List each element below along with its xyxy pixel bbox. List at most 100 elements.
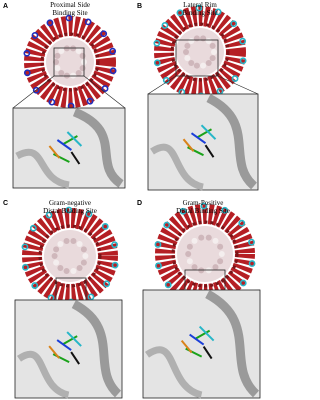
- helix: [103, 280, 111, 288]
- helix: [101, 85, 109, 92]
- ligand-atom: [54, 65, 61, 72]
- ribbon: [71, 300, 122, 398]
- residue: [197, 128, 212, 139]
- ligand-atom: [205, 38, 212, 45]
- helix: [154, 241, 162, 248]
- ligand-atom: [53, 259, 60, 266]
- helix: [84, 18, 92, 26]
- protein-ring: [154, 6, 246, 98]
- figure: A Proximal Side Binding Site B Lateral R…: [3, 1, 261, 399]
- ligand-atom: [209, 42, 216, 49]
- helix: [221, 206, 229, 214]
- helix: [153, 39, 161, 47]
- residue: [180, 339, 193, 354]
- protein-ring: [24, 16, 116, 108]
- helix: [31, 32, 39, 39]
- helix: [21, 243, 29, 251]
- residue: [70, 151, 81, 165]
- ribbon: [17, 350, 70, 399]
- helix: [100, 30, 108, 38]
- ligand-atom: [217, 258, 224, 265]
- panel-title: Binding Site: [182, 9, 217, 17]
- ligand-atom: [80, 246, 87, 253]
- ligand-atom: [63, 237, 70, 244]
- helix: [32, 86, 40, 94]
- ligand-atom: [58, 69, 65, 76]
- residue: [198, 325, 215, 342]
- ligand-atom: [53, 246, 60, 253]
- panel-title: Gram-Positive: [183, 199, 224, 207]
- residue: [56, 339, 72, 351]
- ligand-atom: [211, 49, 217, 55]
- ligand-atom: [193, 62, 200, 69]
- ligand-atom: [184, 55, 191, 62]
- ligand-atom: [200, 62, 207, 69]
- helix: [163, 221, 171, 229]
- ligand-atom: [185, 251, 192, 257]
- ligand-atom: [76, 265, 83, 272]
- ligand-atom: [75, 48, 82, 55]
- ligand-atom: [212, 264, 219, 271]
- helix: [239, 57, 247, 65]
- zoom-line: [83, 75, 126, 109]
- zoom-line: [217, 75, 259, 95]
- ligand-atom: [217, 243, 224, 250]
- ligand-atom: [70, 268, 77, 275]
- residue: [182, 138, 195, 152]
- helix: [23, 49, 31, 57]
- helix: [161, 22, 169, 29]
- ligand-atom: [191, 237, 198, 244]
- panel-art: [142, 202, 261, 399]
- ligand-atom: [82, 253, 89, 259]
- ribbon: [72, 107, 124, 188]
- ligand-atom: [198, 234, 205, 241]
- ligand-atom: [70, 237, 77, 244]
- helix: [153, 59, 161, 67]
- helix: [23, 69, 31, 77]
- panel-title: Proximal Side: [50, 1, 90, 9]
- panel-label: C: [3, 200, 8, 207]
- residue: [202, 346, 213, 360]
- panel-art: [14, 206, 123, 399]
- protein-ring-shade: [40, 32, 100, 92]
- ligand-atom: [51, 253, 58, 259]
- ligand-atom: [184, 42, 191, 49]
- helix: [65, 14, 73, 22]
- helix: [231, 75, 239, 82]
- residue: [195, 329, 211, 340]
- panel-art: [147, 4, 259, 191]
- ligand-atom: [63, 268, 70, 275]
- panel-art: [12, 14, 126, 189]
- residue: [70, 351, 80, 365]
- helix: [31, 282, 39, 289]
- ribbon: [145, 346, 203, 399]
- residue: [189, 333, 205, 346]
- helix: [45, 211, 53, 219]
- helix: [176, 9, 184, 17]
- helix: [248, 238, 255, 246]
- panel-title: Distal Binding Site: [176, 207, 230, 215]
- ligand-atom: [209, 55, 216, 62]
- helix: [239, 37, 247, 45]
- zoom-line: [147, 75, 177, 95]
- panel-title: Gram-negative: [49, 199, 91, 207]
- ligand-atom: [193, 35, 200, 42]
- residue: [66, 131, 83, 147]
- ligand-atom: [57, 240, 64, 247]
- ribbon: [15, 148, 70, 189]
- selection: [175, 39, 219, 77]
- helix: [155, 262, 162, 270]
- panel-title: Lateral Rim: [183, 1, 217, 9]
- helix: [85, 210, 93, 218]
- panel-label: D: [137, 200, 142, 207]
- ribbon: [205, 290, 260, 398]
- residue: [190, 132, 207, 145]
- protein-ring-shade: [171, 220, 239, 288]
- helix: [195, 4, 203, 12]
- helix: [87, 293, 95, 301]
- helix: [248, 260, 256, 267]
- helix: [29, 224, 37, 232]
- protein-ring-shade: [170, 22, 230, 82]
- helix: [230, 20, 238, 28]
- ligand-atom: [186, 243, 193, 250]
